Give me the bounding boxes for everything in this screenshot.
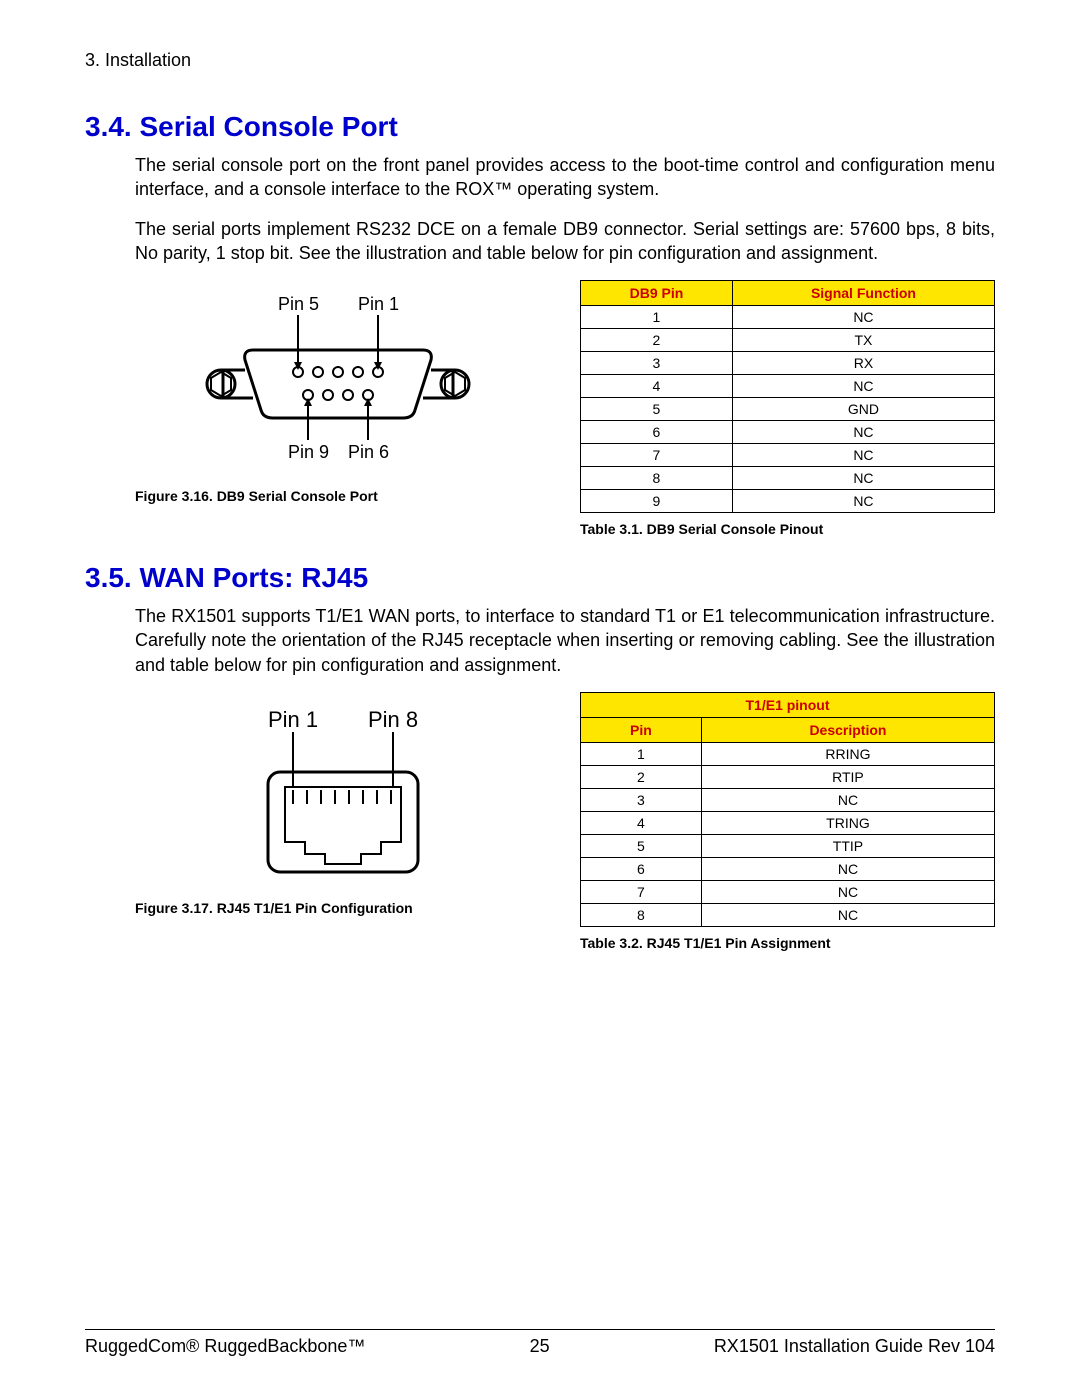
pin-label: Pin 1 [358,294,399,314]
table-cell: 9 [581,490,733,513]
table-cell: 1 [581,743,702,766]
table-caption: Table 3.2. RJ45 T1/E1 Pin Assignment [580,935,995,951]
table-caption: Table 3.1. DB9 Serial Console Pinout [580,521,995,537]
table-cell: RX [732,352,994,375]
table-row: 4TRING [581,812,995,835]
table-cell: 7 [581,444,733,467]
body-text: The RX1501 supports T1/E1 WAN ports, to … [85,604,995,677]
pin-label: Pin 1 [268,707,318,732]
table-cell: NC [732,467,994,490]
footer-right: RX1501 Installation Guide Rev 104 [714,1336,995,1357]
table-row: 1RRING [581,743,995,766]
body-text: The serial console port on the front pan… [85,153,995,202]
table-row: 6NC [581,421,995,444]
table-cell: 5 [581,835,702,858]
table-cell: NC [701,858,994,881]
table-cell: NC [732,306,994,329]
table-row: 5TTIP [581,835,995,858]
table-cell: RTIP [701,766,994,789]
figure-row-rj45: Pin 1 Pin 8 [85,692,995,951]
table-cell: NC [701,881,994,904]
pin-label: Pin 6 [348,442,389,462]
table-cell: TTIP [701,835,994,858]
table-body: 1NC2TX3RX4NC5GND6NC7NC8NC9NC [581,306,995,513]
table-row: 7NC [581,444,995,467]
table-cell: 3 [581,352,733,375]
table-cell: NC [732,375,994,398]
figure-caption: Figure 3.17. RJ45 T1/E1 Pin Configuratio… [135,900,550,916]
table-cell: 4 [581,375,733,398]
table-cell: NC [732,490,994,513]
table-cell: 3 [581,789,702,812]
table-cell: 5 [581,398,733,421]
table-cell: NC [732,444,994,467]
table-cell: 1 [581,306,733,329]
table-row: 8NC [581,467,995,490]
table-cell: 6 [581,858,702,881]
table-row: 3NC [581,789,995,812]
figure-caption: Figure 3.16. DB9 Serial Console Port [135,488,550,504]
table-cell: 2 [581,766,702,789]
figure-db9: Pin 5 Pin 1 [135,280,550,504]
table-row: 2RTIP [581,766,995,789]
table-row: 1NC [581,306,995,329]
table-cell: 8 [581,467,733,490]
table-cell: 6 [581,421,733,444]
breadcrumb: 3. Installation [85,50,995,71]
table-header: Pin [581,718,702,743]
footer-left: RuggedCom® RuggedBackbone™ [85,1336,365,1357]
pin-label: Pin 9 [288,442,329,462]
table-row: 5GND [581,398,995,421]
db9-connector-diagram: Pin 5 Pin 1 [183,280,503,480]
table-cell: 8 [581,904,702,927]
table-header: Description [701,718,994,743]
table-cell: TRING [701,812,994,835]
figure-row-db9: Pin 5 Pin 1 [85,280,995,537]
table-row: 7NC [581,881,995,904]
rj45-pinout-table: T1/E1 pinout Pin Description 1RRING2RTIP… [580,692,995,927]
page: 3. Installation 3.4. Serial Console Port… [0,0,1080,1397]
table-header: Signal Function [732,281,994,306]
table-row: 8NC [581,904,995,927]
table-body: 1RRING2RTIP3NC4TRING5TTIP6NC7NC8NC [581,743,995,927]
rj45-connector-diagram: Pin 1 Pin 8 [193,692,493,892]
table-superheader: T1/E1 pinout [581,693,995,718]
table-cell: 2 [581,329,733,352]
figure-rj45: Pin 1 Pin 8 [135,692,550,916]
table-cell: 4 [581,812,702,835]
table-cell: NC [701,789,994,812]
table-row: 4NC [581,375,995,398]
table-cell: NC [701,904,994,927]
table-cell: TX [732,329,994,352]
table-cell: 7 [581,881,702,904]
pin-label: Pin 8 [368,707,418,732]
table-cell: RRING [701,743,994,766]
pin-label: Pin 5 [278,294,319,314]
db9-pinout-table: DB9 Pin Signal Function 1NC2TX3RX4NC5GND… [580,280,995,513]
table-row: 2TX [581,329,995,352]
table-header: DB9 Pin [581,281,733,306]
table-cell: GND [732,398,994,421]
section-title-wan: 3.5. WAN Ports: RJ45 [85,562,995,594]
table-row: 3RX [581,352,995,375]
body-text: The serial ports implement RS232 DCE on … [85,217,995,266]
footer-page-number: 25 [530,1336,550,1357]
table-rj45: T1/E1 pinout Pin Description 1RRING2RTIP… [580,692,995,951]
table-db9: DB9 Pin Signal Function 1NC2TX3RX4NC5GND… [580,280,995,537]
section-title-serial: 3.4. Serial Console Port [85,111,995,143]
table-cell: NC [732,421,994,444]
table-row: 6NC [581,858,995,881]
table-row: 9NC [581,490,995,513]
page-footer: RuggedCom® RuggedBackbone™ 25 RX1501 Ins… [85,1329,995,1357]
